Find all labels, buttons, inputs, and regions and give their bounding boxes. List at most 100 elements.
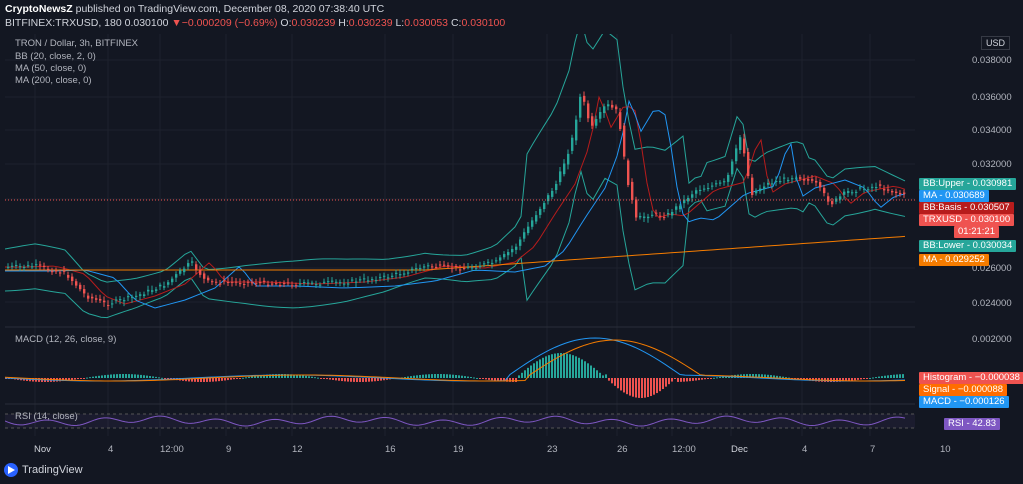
macd-histogram-bar <box>719 376 721 378</box>
candle-body <box>543 203 546 210</box>
macd-histogram-bar <box>440 374 442 378</box>
candle-body <box>883 189 886 191</box>
macd-histogram-bar <box>860 378 862 380</box>
macd-histogram-bar <box>788 377 790 379</box>
legend-ma200[interactable]: MA (200, close, 0) <box>15 75 92 86</box>
candle-body <box>19 266 22 268</box>
macd-histogram-bar <box>509 378 511 382</box>
candle-body <box>599 112 602 119</box>
price-tag: BB:Lower - 0.030034 <box>919 240 1017 252</box>
candle-body <box>211 281 214 283</box>
candle-body <box>155 289 158 291</box>
macd-histogram-bar <box>206 378 208 382</box>
macd-histogram-bar <box>467 376 469 378</box>
macd-histogram-bar <box>191 378 193 382</box>
candle-body <box>671 211 674 216</box>
candle-body <box>463 267 466 269</box>
candle-body <box>699 189 702 192</box>
candle-body <box>447 265 450 267</box>
candle-body <box>859 187 862 189</box>
macd-histogram-bar <box>236 378 238 379</box>
candle-body <box>115 299 118 301</box>
macd-histogram-bar <box>272 374 274 378</box>
macd-histogram-bar <box>290 374 292 378</box>
candle-body <box>531 220 534 227</box>
macd-histogram-bar <box>644 378 646 398</box>
candle-body <box>403 273 406 275</box>
candle-body <box>375 280 378 282</box>
macd-histogram-bar <box>569 354 571 378</box>
candle-body <box>639 216 642 218</box>
macd-histogram-bar <box>869 377 871 379</box>
price-tag: BB:Upper - 0.030981 <box>919 178 1017 190</box>
macd-histogram-bar <box>341 378 343 382</box>
macd-histogram-bar <box>428 374 430 378</box>
candle-body <box>819 182 822 188</box>
macd-histogram-bar <box>779 376 781 378</box>
rsi-band <box>5 414 915 428</box>
candle-body <box>499 257 502 261</box>
legend-macd[interactable]: MACD (12, 26, close, 9) <box>15 334 117 345</box>
macd-histogram-bar <box>152 376 154 378</box>
candle-body <box>235 281 238 283</box>
candle-body <box>631 181 634 200</box>
currency-button[interactable]: USD <box>981 36 1011 50</box>
candle-body <box>195 264 198 270</box>
macd-histogram-bar <box>134 374 136 378</box>
macd-histogram-bar <box>671 378 673 382</box>
candle-body <box>587 103 590 119</box>
candle-body <box>667 212 670 215</box>
macd-histogram-bar <box>857 378 859 380</box>
candle-body <box>495 260 498 262</box>
macd-histogram-bar <box>866 378 868 379</box>
candle-body <box>755 190 758 194</box>
macd-histogram-bar <box>140 374 142 378</box>
candle-body <box>399 274 402 276</box>
candle-body <box>715 183 718 185</box>
candle-body <box>731 161 734 175</box>
candle-body <box>455 265 458 267</box>
legend-bb[interactable]: BB (20, close, 2, 0) <box>15 51 96 62</box>
legend-ma50[interactable]: MA (50, close, 0) <box>15 63 87 74</box>
price-chart-canvas[interactable] <box>5 34 915 436</box>
macd-histogram-bar <box>146 375 148 378</box>
publisher-name[interactable]: CryptoNewsZ <box>5 3 73 15</box>
price-change: −0.000209 (−0.69%) <box>181 17 278 29</box>
macd-histogram-bar <box>764 374 766 378</box>
candle-body <box>787 180 790 182</box>
macd-histogram-bar <box>761 374 763 378</box>
candle-body <box>751 177 754 195</box>
macd-histogram-bar <box>659 378 661 392</box>
candle-body <box>563 163 566 175</box>
legend-rsi[interactable]: RSI (14, close) <box>15 411 78 422</box>
macd-histogram-bar <box>890 375 892 378</box>
macd-histogram-bar <box>704 378 706 380</box>
macd-histogram-bar <box>848 378 850 381</box>
candle-body <box>739 137 742 151</box>
header-bar: CryptoNewsZ published on TradingView.com… <box>0 0 1023 34</box>
candle-body <box>263 280 266 282</box>
macd-histogram-bar <box>515 378 517 382</box>
candle-body <box>831 201 834 205</box>
macd-histogram-bar <box>542 357 544 378</box>
candle-body <box>567 153 570 165</box>
chart-area[interactable]: TRON / Dollar, 3h, BITFINEX BB (20, clos… <box>5 34 915 436</box>
candle-body <box>35 264 38 266</box>
macd-histogram-bar <box>281 374 283 378</box>
macd-histogram-bar <box>335 378 337 381</box>
tradingview-logo[interactable]: TradingView <box>4 463 83 477</box>
candle-body <box>15 264 18 266</box>
macd-histogram-bar <box>296 374 298 378</box>
candle-body <box>735 148 738 162</box>
macd-histogram-bar <box>326 378 328 380</box>
macd-histogram-bar <box>692 378 694 381</box>
time-axis-label: 16 <box>385 444 396 455</box>
candle-body <box>291 285 294 287</box>
signal-line <box>5 339 906 382</box>
candle-body <box>675 206 678 210</box>
candle-body <box>283 282 286 284</box>
macd-histogram-bar <box>437 374 439 378</box>
macd-histogram-bar <box>260 375 262 378</box>
candle-body <box>327 281 330 283</box>
macd-histogram-bar <box>197 378 199 382</box>
